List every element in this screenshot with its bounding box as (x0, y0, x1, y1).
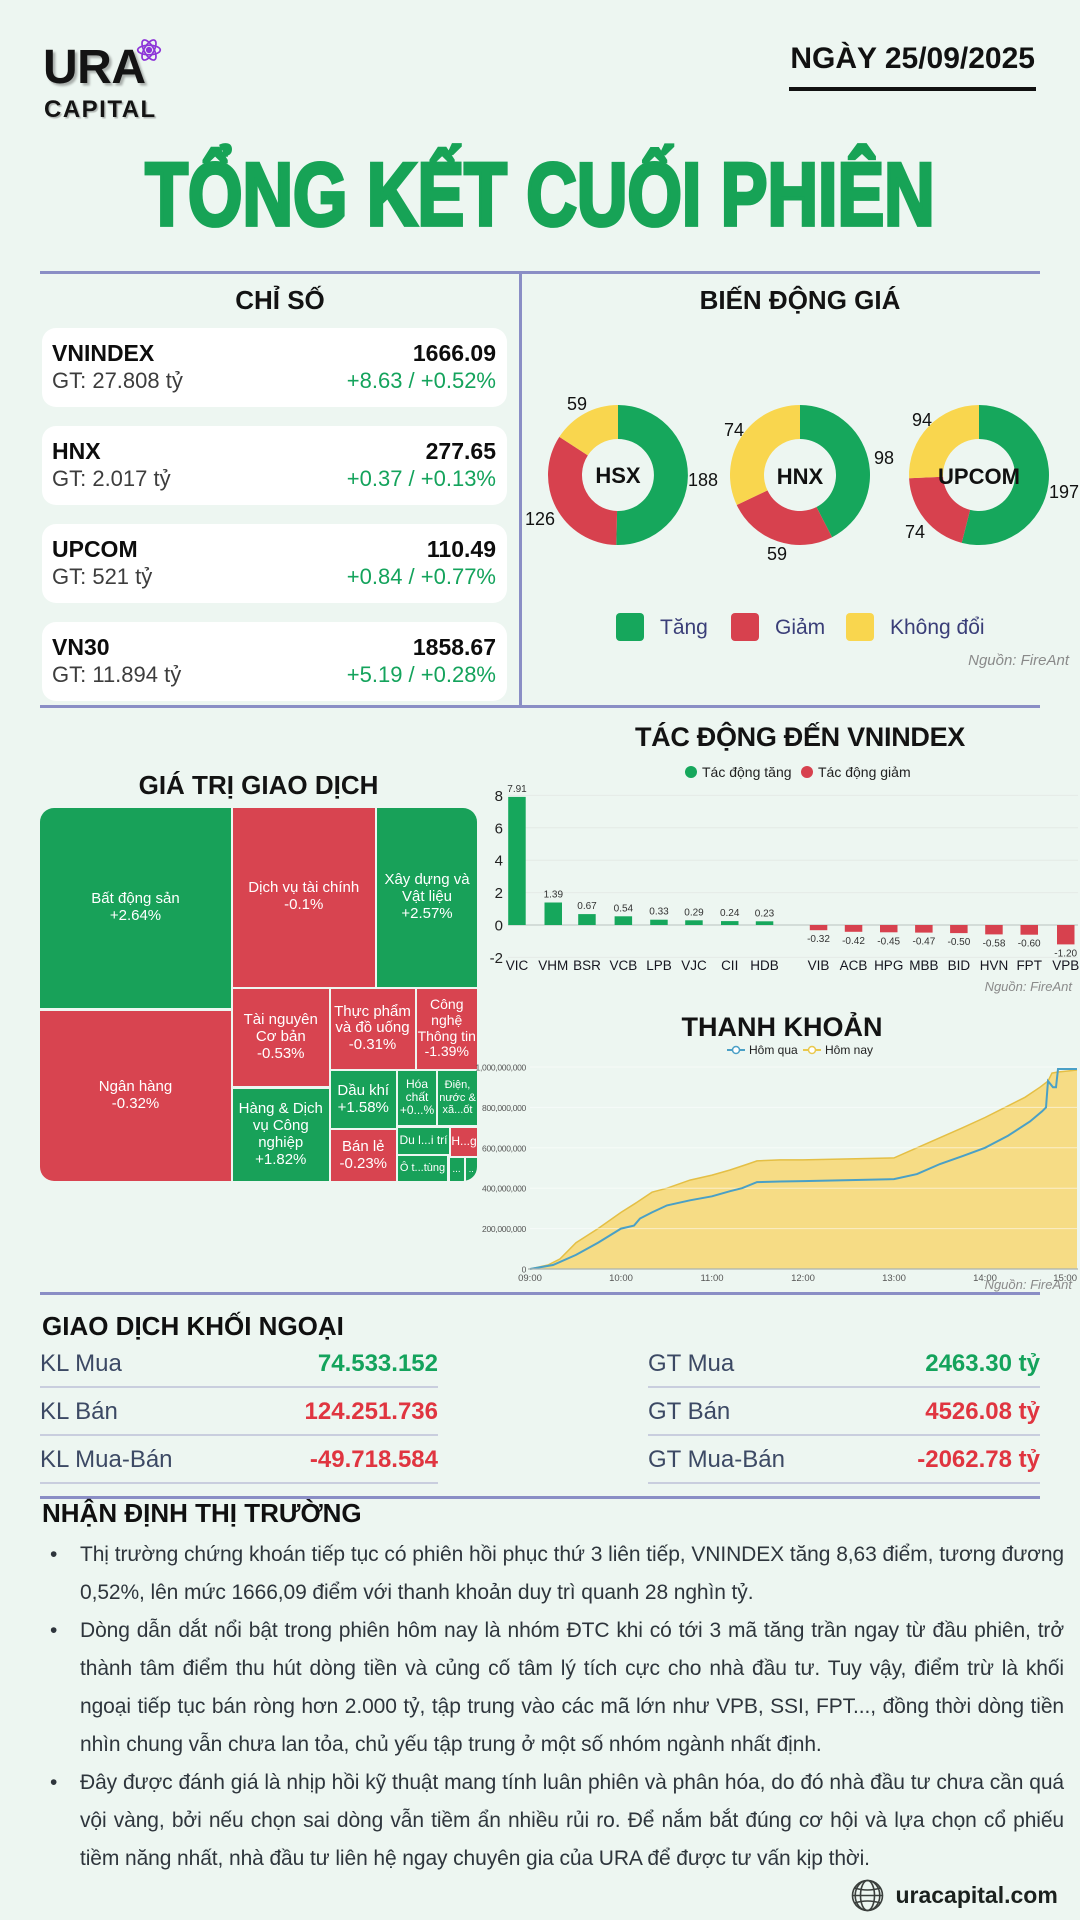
svg-text:197: 197 (1049, 482, 1079, 502)
svg-text:0: 0 (495, 918, 503, 935)
svg-text:4: 4 (495, 853, 503, 870)
svg-text:59: 59 (767, 544, 787, 564)
svg-text:0: 0 (522, 1265, 527, 1275)
svg-text:Nguồn: FireAnt: Nguồn: FireAnt (985, 979, 1074, 994)
svg-text:VPB: VPB (1052, 958, 1079, 973)
svg-text:1,000,000,000: 1,000,000,000 (476, 1063, 527, 1073)
svg-text:8: 8 (495, 788, 503, 805)
svg-text:13:00: 13:00 (882, 1273, 906, 1284)
svg-text:HNX: HNX (777, 464, 824, 489)
svg-text:7.91: 7.91 (507, 784, 527, 795)
svg-text:BSR: BSR (573, 958, 601, 973)
svg-text:Tác động giảm: Tác động giảm (818, 764, 911, 780)
svg-text:800,000,000: 800,000,000 (482, 1103, 527, 1113)
svg-text:200,000,000: 200,000,000 (482, 1224, 527, 1234)
svg-text:FPT: FPT (1016, 958, 1042, 973)
svg-text:400,000,000: 400,000,000 (482, 1184, 527, 1194)
svg-text:6: 6 (495, 820, 503, 837)
svg-text:Tác động tăng: Tác động tăng (702, 764, 792, 780)
svg-text:VIB: VIB (808, 958, 830, 973)
svg-text:-0.60: -0.60 (1018, 939, 1041, 950)
svg-text:-0.58: -0.58 (983, 938, 1006, 949)
svg-text:0.29: 0.29 (684, 907, 704, 918)
svg-text:-1.20: -1.20 (1054, 948, 1077, 959)
svg-text:THANH KHOẢN: THANH KHOẢN (682, 1010, 883, 1042)
svg-text:-0.50: -0.50 (948, 937, 971, 948)
svg-text:59: 59 (567, 394, 587, 414)
svg-text:188: 188 (688, 470, 718, 490)
svg-text:VJC: VJC (681, 958, 707, 973)
svg-text:-0.45: -0.45 (877, 936, 900, 947)
svg-text:15:00: 15:00 (1053, 1273, 1077, 1284)
svg-text:0.24: 0.24 (720, 908, 740, 919)
svg-text:12:00: 12:00 (791, 1273, 815, 1284)
svg-text:HSX: HSX (595, 463, 641, 488)
svg-text:0.54: 0.54 (614, 903, 634, 914)
svg-text:MBB: MBB (909, 958, 938, 973)
svg-text:0.33: 0.33 (649, 907, 669, 918)
svg-text:UPCOM: UPCOM (938, 464, 1020, 489)
svg-text:HDB: HDB (750, 958, 779, 973)
svg-text:-0.47: -0.47 (913, 937, 936, 948)
svg-text:Hôm nay: Hôm nay (825, 1043, 873, 1057)
svg-text:CII: CII (721, 958, 738, 973)
svg-text:VIC: VIC (506, 958, 529, 973)
svg-text:14:00: 14:00 (973, 1273, 997, 1284)
svg-text:-2: -2 (490, 950, 503, 967)
svg-text:ACB: ACB (840, 958, 868, 973)
svg-text:BID: BID (948, 958, 971, 973)
svg-text:2: 2 (495, 885, 503, 902)
svg-text:Nguồn: FireAnt: Nguồn: FireAnt (985, 1277, 1074, 1292)
svg-text:126: 126 (525, 509, 555, 529)
svg-text:Hôm qua: Hôm qua (749, 1043, 798, 1057)
svg-text:LPB: LPB (646, 958, 672, 973)
svg-text:1.39: 1.39 (544, 890, 564, 901)
svg-text:600,000,000: 600,000,000 (482, 1143, 527, 1153)
svg-text:HPG: HPG (874, 958, 903, 973)
svg-text:-0.42: -0.42 (842, 936, 865, 947)
svg-text:0.23: 0.23 (755, 908, 775, 919)
svg-text:11:00: 11:00 (700, 1273, 723, 1284)
svg-text:0.67: 0.67 (577, 901, 597, 912)
svg-text:VHM: VHM (538, 958, 568, 973)
svg-text:-0.32: -0.32 (807, 934, 830, 945)
svg-text:HVN: HVN (980, 958, 1009, 973)
svg-text:94: 94 (912, 410, 932, 430)
svg-text:74: 74 (724, 420, 744, 440)
svg-text:09:00: 09:00 (518, 1273, 542, 1284)
svg-text:10:00: 10:00 (609, 1273, 633, 1284)
svg-text:98: 98 (874, 448, 894, 468)
svg-text:TÁC ĐỘNG ĐẾN VNINDEX: TÁC ĐỘNG ĐẾN VNINDEX (635, 721, 965, 752)
svg-text:VCB: VCB (610, 958, 638, 973)
svg-text:74: 74 (905, 522, 925, 542)
